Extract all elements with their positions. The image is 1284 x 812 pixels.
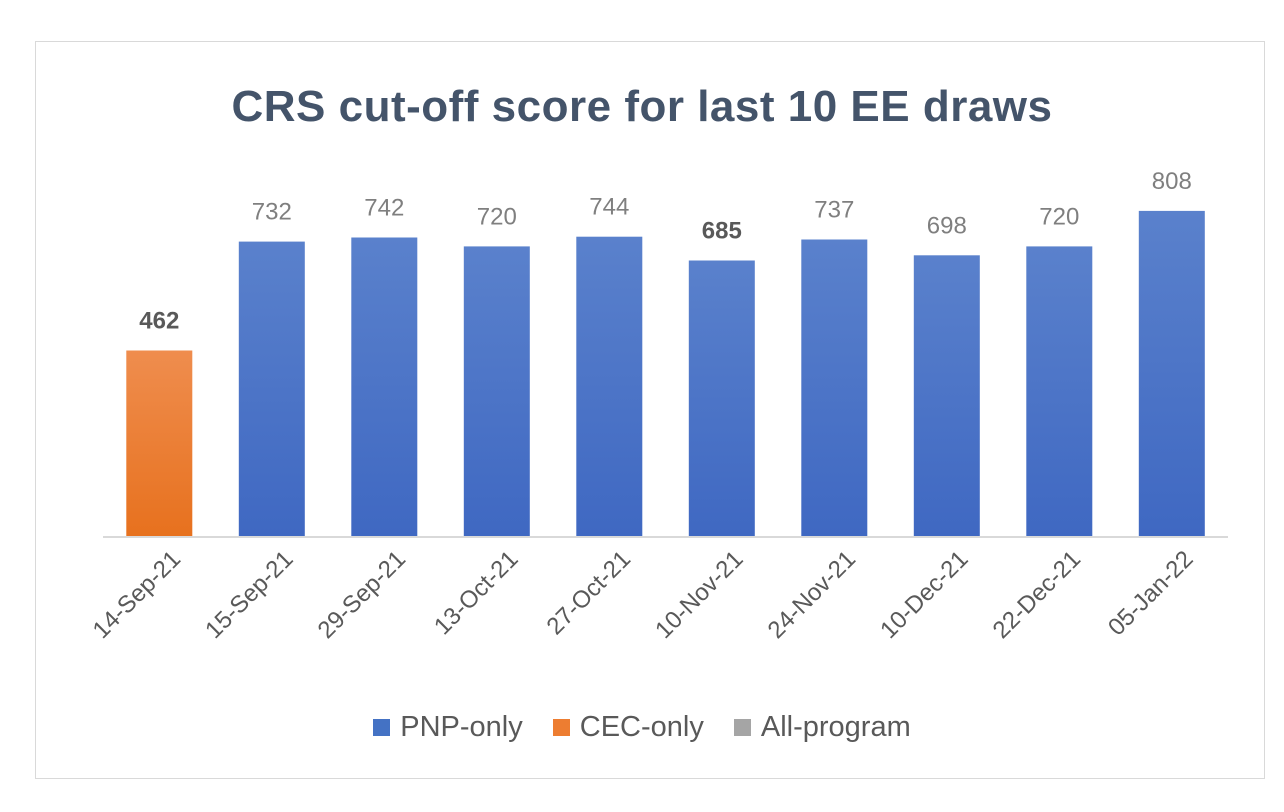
- data-label-29-Sep-21: 742: [364, 195, 404, 222]
- x-tick-label: 22-Dec-21: [988, 546, 1086, 644]
- bars-layer: [126, 210, 1205, 538]
- data-label-27-Oct-21: 744: [589, 194, 629, 221]
- x-tick-label: 27-Oct-21: [541, 546, 636, 641]
- data-label-15-Sep-21: 732: [252, 199, 292, 226]
- bar-27-Oct-21: [576, 236, 643, 537]
- x-tick-label: 10-Dec-21: [875, 546, 973, 644]
- legend-item-pnp-only: PNP-only: [373, 711, 523, 744]
- x-tick-label: 05-Jan-22: [1103, 546, 1199, 642]
- data-label-10-Dec-21: 698: [927, 212, 967, 239]
- data-label-05-Jan-22: 808: [1152, 168, 1192, 195]
- x-tick-label: 15-Sep-21: [200, 546, 298, 644]
- bar-24-Nov-21: [801, 239, 868, 537]
- legend-label: All-program: [760, 711, 911, 743]
- x-tick-label: 10-Nov-21: [650, 546, 748, 644]
- legend-item-all-program: All-program: [733, 711, 911, 744]
- legend-swatch: [552, 719, 570, 736]
- x-tick-label: 29-Sep-21: [313, 546, 411, 644]
- legend-label: PNP-only: [400, 711, 523, 743]
- chart-title: CRS cut-off score for last 10 EE draws: [231, 82, 1053, 131]
- bar-05-Jan-22: [1138, 210, 1205, 537]
- data-label-13-Oct-21: 720: [477, 203, 517, 230]
- labels-layer: 462 732 742 720 744 685 737 698 720 808: [139, 168, 1192, 335]
- x-tick-labels: 14-Sep-21 15-Sep-21 29-Sep-21 13-Oct-21 27-O…: [88, 546, 1199, 644]
- bar-13-Oct-21: [463, 246, 530, 537]
- bar-10-Nov-21: [688, 260, 755, 537]
- legend-swatch: [373, 719, 391, 736]
- bar-14-Sep-21: [126, 350, 193, 537]
- x-tick-label: 24-Nov-21: [763, 546, 861, 644]
- legend: PNP-only CEC-only All-program: [0, 711, 1284, 744]
- data-label-10-Nov-21: 685: [702, 218, 742, 245]
- bar-15-Sep-21: [238, 241, 305, 537]
- data-label-22-Dec-21: 720: [1039, 203, 1079, 230]
- bar-10-Dec-21: [913, 255, 980, 538]
- x-tick-label: 14-Sep-21: [88, 546, 186, 644]
- legend-label: CEC-only: [579, 711, 704, 743]
- bar-29-Sep-21: [351, 237, 418, 537]
- legend-swatch: [733, 719, 751, 736]
- data-label-24-Nov-21: 737: [814, 197, 854, 224]
- bar-22-Dec-21: [1026, 246, 1093, 537]
- data-label-14-Sep-21: 462: [139, 308, 179, 335]
- legend-item-cec-only: CEC-only: [552, 711, 704, 744]
- x-tick-label: 13-Oct-21: [429, 546, 524, 641]
